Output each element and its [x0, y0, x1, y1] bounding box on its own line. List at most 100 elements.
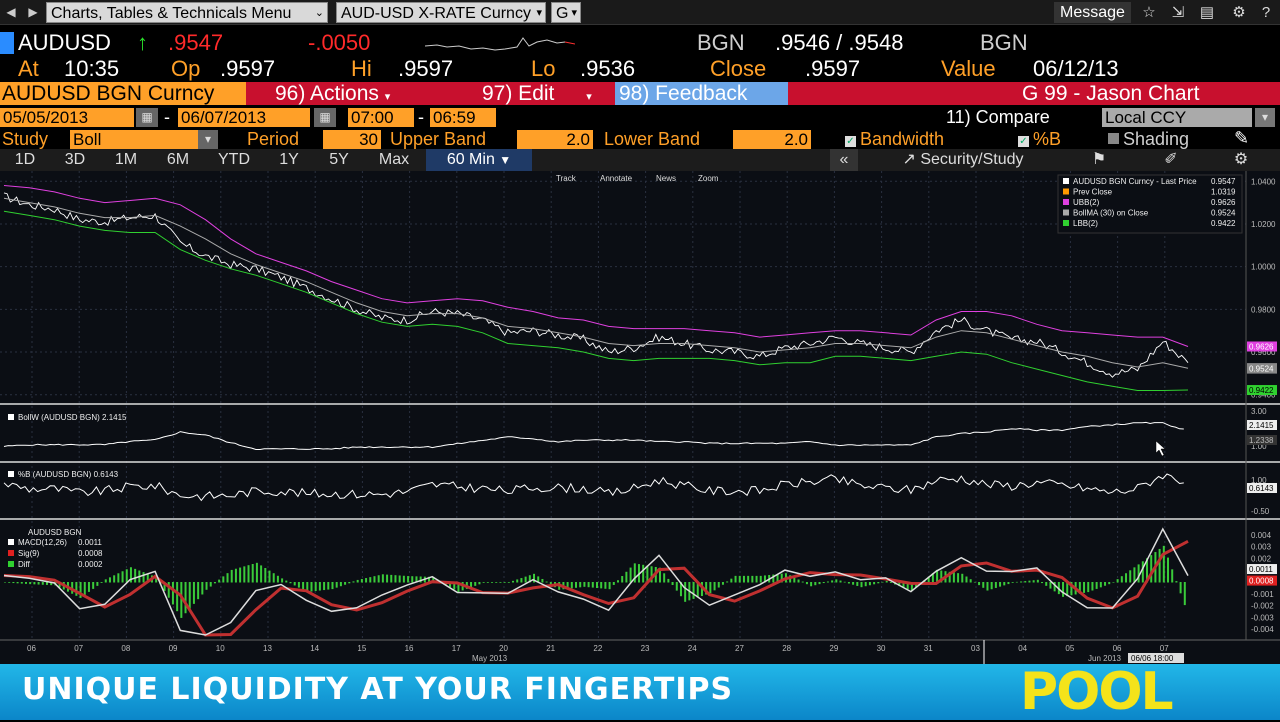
macd-tag: 0.0011	[1249, 565, 1273, 574]
bollw-tag: 2.1415	[1249, 421, 1274, 430]
export-icon[interactable]: ⇲	[1171, 4, 1185, 21]
x-tick-label: 08	[121, 644, 130, 653]
security-input[interactable]: AUDUSD BGN Curncy	[0, 82, 246, 105]
macd-hist-bar	[646, 565, 649, 583]
macd-hist-bar	[864, 582, 867, 587]
macd-hist-bar	[226, 573, 229, 583]
macd-hist-bar	[671, 582, 674, 586]
macd-hist-bar	[730, 578, 733, 583]
macd-hist-bar	[1070, 582, 1073, 596]
end-time-field[interactable]: 06:59	[430, 108, 496, 127]
macd-hist-bar	[520, 578, 523, 583]
tab-1d[interactable]: 1D	[14, 151, 36, 168]
macd-hist-bar	[45, 582, 48, 585]
legend-label: BollMA (30) on Close	[1073, 209, 1149, 218]
macd-swatch	[8, 539, 14, 545]
function-dropdown[interactable]: G ▾	[551, 2, 581, 23]
back-arrow-icon[interactable]: ◀	[6, 5, 16, 19]
macd-hist-bar	[390, 574, 393, 583]
help-icon[interactable]: ?	[1261, 4, 1271, 21]
tab-ytd[interactable]: YTD	[218, 151, 250, 168]
macd-hist-bar	[377, 575, 380, 583]
macd-hist-bar	[205, 582, 208, 590]
macd-hist-bar	[163, 582, 166, 591]
feedback-button[interactable]: 98) Feedback	[615, 82, 788, 105]
chart-area[interactable]: Track Annotate News Zoom AUDUSD BGN Curn…	[0, 171, 1280, 664]
macd-hist-bar	[738, 575, 741, 583]
calendar-icon[interactable]: ▦	[136, 108, 158, 127]
star-icon[interactable]: ☆	[1142, 4, 1156, 21]
x-tick-label: 03	[971, 644, 980, 653]
bandwidth-checkbox[interactable]: ✓ Bandwidth	[845, 129, 944, 149]
collapse-button[interactable]: «	[830, 149, 858, 171]
open-label: Op	[171, 56, 201, 81]
chevron-down-icon[interactable]: ▾	[1255, 108, 1275, 127]
compare-button[interactable]: 11) Compare	[946, 107, 1050, 127]
tab-3d[interactable]: 3D	[64, 151, 86, 168]
tab-1m[interactable]: 1M	[114, 151, 138, 168]
bollw-value: 2.1415	[102, 413, 127, 422]
edit-chart-icon[interactable]: ✐	[1164, 151, 1178, 168]
tab-1y[interactable]: 1Y	[279, 151, 299, 168]
chevron-down-icon: ▾	[571, 7, 577, 19]
macd-hist-bar	[167, 582, 170, 598]
security-study-button[interactable]: ↗ Security/Study	[878, 149, 1048, 171]
macd-label: MACD(12,26)	[18, 538, 67, 547]
macd-hist-bar	[528, 575, 531, 583]
calendar-icon[interactable]: ▦	[314, 108, 336, 127]
macd-hist-bar	[373, 576, 376, 583]
macd-hist-bar	[906, 582, 909, 590]
end-date-field[interactable]: 06/07/2013	[178, 108, 310, 127]
macd-hist-bar	[276, 575, 279, 583]
x-tick-label: 06	[1113, 644, 1122, 653]
shading-checkbox[interactable]: Shading	[1108, 129, 1189, 149]
chevron-down-icon: ⌄	[314, 7, 324, 19]
legend-value: 0.9524	[1211, 209, 1236, 218]
tab-60min[interactable]: 60 Min ▼	[426, 149, 532, 171]
start-time-field[interactable]: 07:00	[348, 108, 414, 127]
period-field[interactable]: 30	[323, 130, 381, 149]
pencil-icon[interactable]: ✎	[1234, 128, 1250, 148]
macd-hist-bar	[587, 582, 590, 588]
macd-hist-bar	[616, 580, 619, 583]
x-tick-label: 06	[27, 644, 36, 653]
gear-icon[interactable]: ⚙	[1233, 151, 1249, 168]
macd-hist-bar	[486, 582, 489, 583]
macd-hist-bar	[978, 582, 981, 586]
edit-menu[interactable]: 97) Edit ▾	[482, 82, 592, 105]
percent-b-checkbox[interactable]: ✓ %B	[1018, 129, 1061, 149]
message-button[interactable]: Message	[1054, 2, 1131, 23]
start-date-field[interactable]: 05/05/2013	[0, 108, 134, 127]
annotation-icon[interactable]: ⚑	[1091, 151, 1107, 168]
tab-max[interactable]: Max	[378, 151, 410, 168]
tab-5y[interactable]: 5Y	[329, 151, 349, 168]
forward-arrow-icon[interactable]: ▶	[28, 5, 38, 19]
upper-band-field[interactable]: 2.0	[517, 130, 593, 149]
macd-hist-bar	[213, 582, 216, 584]
edit-menu-label: 97) Edit	[482, 82, 555, 105]
gear-icon[interactable]: ⚙	[1232, 4, 1246, 21]
macd-hist-bar	[125, 569, 128, 583]
macd-hist-bar	[596, 582, 598, 588]
document-icon[interactable]: ▤	[1199, 4, 1215, 21]
ad-banner[interactable]: UNIQUE LIQUIDITY AT YOUR FINGERTIPS POOL	[0, 662, 1280, 722]
actions-menu[interactable]: 96) Actions ▾	[275, 82, 390, 105]
study-dropdown[interactable]: Boll	[70, 130, 198, 149]
macd-hist-bar	[1024, 581, 1027, 583]
lower-band-field[interactable]: 2.0	[733, 130, 811, 149]
macd-hist-bar	[79, 582, 82, 598]
up-arrow-icon: ↑	[137, 30, 148, 55]
macd-hist-bar	[1083, 582, 1086, 593]
macd-hist-bar	[264, 568, 267, 583]
security-dropdown[interactable]: AUD-USD X-RATE Curncy ▾	[336, 2, 546, 23]
pctb-value: 0.6143	[94, 470, 119, 479]
chevron-down-icon[interactable]: ▾	[198, 130, 218, 149]
x-axis: 06 07 08 09 10 13 14 15 16 17 20 21 22 23 24 27 28 29 30 31…	[27, 644, 1169, 653]
macd-hist-bar	[881, 581, 884, 583]
charts-menu-dropdown[interactable]: Charts, Tables & Technicals Menu ⌄	[46, 2, 328, 23]
tab-6m[interactable]: 6M	[166, 151, 190, 168]
macd-hist-bar	[541, 578, 544, 583]
currency-dropdown[interactable]: Local CCY	[1102, 108, 1252, 127]
lower-band-label: Lower Band	[604, 129, 701, 149]
macd-hist-bar	[1045, 582, 1048, 586]
